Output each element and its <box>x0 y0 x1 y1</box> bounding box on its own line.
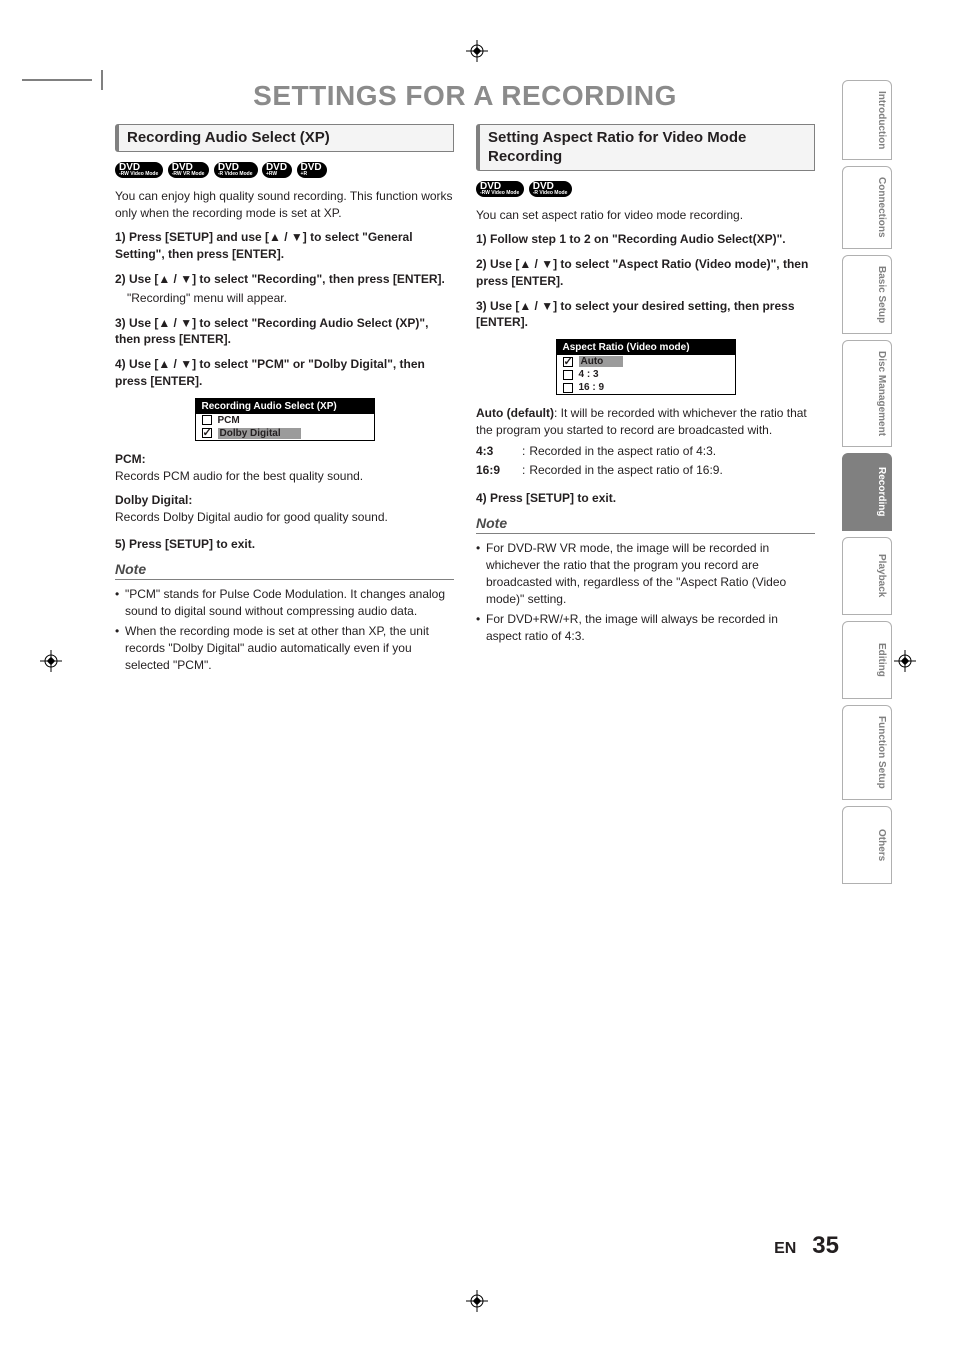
tab-recording[interactable]: Recording <box>842 453 892 531</box>
tab-others[interactable]: Others <box>842 806 892 884</box>
side-tabs: Introduction Connections Basic Setup Dis… <box>842 80 892 890</box>
def-169: 16:9:Recorded in the aspect ratio of 16:… <box>476 462 815 479</box>
checkbox-checked-icon <box>563 357 573 367</box>
menu-title: Recording Audio Select (XP) <box>196 399 374 414</box>
note-bullet: For DVD-RW VR mode, the image will be re… <box>476 540 815 607</box>
menu-row-pcm: PCM <box>196 414 374 427</box>
note-label: Note <box>476 515 815 534</box>
page-title: SETTINGS FOR A RECORDING <box>115 80 815 112</box>
tab-disc-management[interactable]: Disc Management <box>842 340 892 447</box>
step-4: 4) Press [SETUP] to exit. <box>476 490 815 507</box>
step-3: 3) Use [▲ / ▼] to select "Recording Audi… <box>115 315 454 349</box>
page-content: SETTINGS FOR A RECORDING Recording Audio… <box>115 80 815 678</box>
pcm-heading: PCM: <box>115 451 454 468</box>
tab-basic-setup[interactable]: Basic Setup <box>842 255 892 334</box>
section-heading-audio: Recording Audio Select (XP) <box>115 124 454 152</box>
step-3: 3) Use [▲ / ▼] to select your desired se… <box>476 298 815 332</box>
dolby-heading: Dolby Digital: <box>115 492 454 509</box>
menu-row-auto: Auto <box>557 355 735 368</box>
tab-function-setup[interactable]: Function Setup <box>842 705 892 800</box>
registration-mark-left <box>40 650 62 672</box>
menu-row-dolby: Dolby Digital <box>196 427 374 440</box>
step-2: 2) Use [▲ / ▼] to select "Aspect Ratio (… <box>476 256 815 290</box>
tab-introduction[interactable]: Introduction <box>842 80 892 160</box>
dvd-badge: DVD-R Video Mode <box>529 181 573 197</box>
registration-mark-bottom <box>466 1290 488 1312</box>
section-heading-aspect: Setting Aspect Ratio for Video Mode Reco… <box>476 124 815 171</box>
note-bullet: When the recording mode is set at other … <box>115 623 454 673</box>
audio-select-menu: Recording Audio Select (XP) PCM Dolby Di… <box>195 398 375 441</box>
note-bullet: "PCM" stands for Pulse Code Modulation. … <box>115 586 454 620</box>
step-4: 4) Use [▲ / ▼] to select "PCM" or "Dolby… <box>115 356 454 390</box>
checkbox-checked-icon <box>202 428 212 438</box>
checkbox-icon <box>563 370 573 380</box>
left-column: Recording Audio Select (XP) DVD-RW Video… <box>115 124 454 678</box>
dvd-badge: DVD-RW VR Mode <box>168 162 210 178</box>
checkbox-icon <box>202 415 212 425</box>
dolby-description: Records Dolby Digital audio for good qua… <box>115 509 454 526</box>
registration-mark-right <box>894 650 916 672</box>
tab-connections[interactable]: Connections <box>842 166 892 249</box>
note-bullet: For DVD+RW/+R, the image will always be … <box>476 611 815 645</box>
note-label: Note <box>115 561 454 580</box>
intro-text: You can set aspect ratio for video mode … <box>476 207 815 224</box>
step-1: 1) Follow step 1 to 2 on "Recording Audi… <box>476 231 815 248</box>
dvd-badge: DVD-RW Video Mode <box>476 181 524 197</box>
aspect-ratio-menu: Aspect Ratio (Video mode) Auto 4 : 3 16 … <box>556 339 736 395</box>
page-footer: EN 35 <box>115 1232 839 1260</box>
menu-title: Aspect Ratio (Video mode) <box>557 340 735 355</box>
step-2: 2) Use [▲ / ▼] to select "Recording", th… <box>115 271 454 307</box>
checkbox-icon <box>563 383 573 393</box>
step-2-note: "Recording" menu will appear. <box>127 290 454 307</box>
def-43: 4:3:Recorded in the aspect ratio of 4:3. <box>476 443 815 460</box>
dvd-badges-right: DVD-RW Video Mode DVD-R Video Mode <box>476 181 815 199</box>
right-column: Setting Aspect Ratio for Video Mode Reco… <box>476 124 815 678</box>
tab-editing[interactable]: Editing <box>842 621 892 699</box>
dvd-badge: DVD-R Video Mode <box>214 162 258 178</box>
step-5: 5) Press [SETUP] to exit. <box>115 536 454 553</box>
language-code: EN <box>774 1240 796 1258</box>
dvd-badge: DVD+RW <box>262 162 292 178</box>
menu-row-43: 4 : 3 <box>557 368 735 381</box>
dvd-badge: DVD-RW Video Mode <box>115 162 163 178</box>
dvd-badge: DVD+R <box>297 162 327 178</box>
crop-mark <box>22 80 112 84</box>
step-1: 1) Press [SETUP] and use [▲ / ▼] to sele… <box>115 229 454 263</box>
tab-playback[interactable]: Playback <box>842 537 892 615</box>
registration-mark-top <box>466 40 488 62</box>
menu-row-169: 16 : 9 <box>557 381 735 394</box>
dvd-badges-left: DVD-RW Video Mode DVD-RW VR Mode DVD-R V… <box>115 162 454 180</box>
page-number: 35 <box>812 1232 839 1260</box>
pcm-description: Records PCM audio for the best quality s… <box>115 468 454 485</box>
auto-default-def: Auto (default): It will be recorded with… <box>476 405 815 439</box>
intro-text: You can enjoy high quality sound recordi… <box>115 188 454 222</box>
